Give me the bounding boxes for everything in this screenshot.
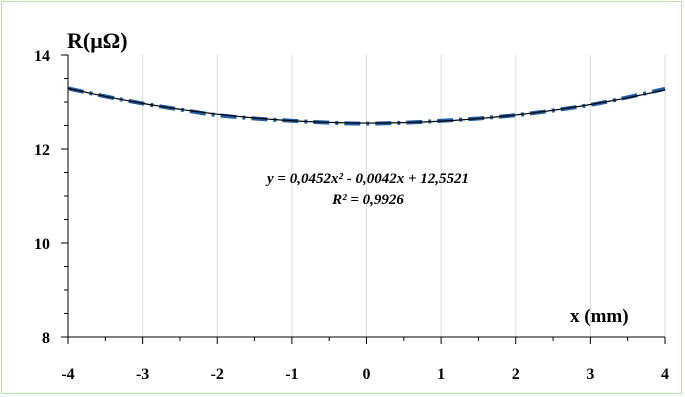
trendline-equation: y = 0,0452x² - 0,0042x + 12,5521	[265, 171, 469, 187]
trendline	[67, 87, 666, 124]
x-tick-label: -1	[285, 366, 298, 383]
x-axis-label: x (mm)	[570, 306, 629, 327]
x-tick-label: 0	[363, 366, 371, 383]
x-tick-label: 4	[661, 366, 669, 383]
x-tick-label: -3	[136, 366, 149, 383]
axes	[61, 54, 666, 344]
x-tick-label: 3	[586, 366, 594, 383]
y-tick-label: 8	[42, 330, 50, 347]
x-tick-label: -2	[211, 366, 224, 383]
y-tick-label: 14	[34, 48, 50, 65]
y-axis-label: R(μΩ)	[67, 28, 128, 53]
trendline-r-squared: R² = 0,9926	[331, 192, 404, 208]
x-tick-label: -4	[61, 366, 74, 383]
x-tick-label: 1	[437, 366, 445, 383]
x-tick-labels: -4 -3 -2 -1 0 1 2 3 4	[61, 366, 669, 383]
x-tick-label: 2	[512, 366, 520, 383]
y-tick-label: 10	[34, 236, 50, 253]
y-tick-labels: 8 10 12 14	[34, 48, 50, 347]
y-tick-label: 12	[34, 142, 50, 159]
